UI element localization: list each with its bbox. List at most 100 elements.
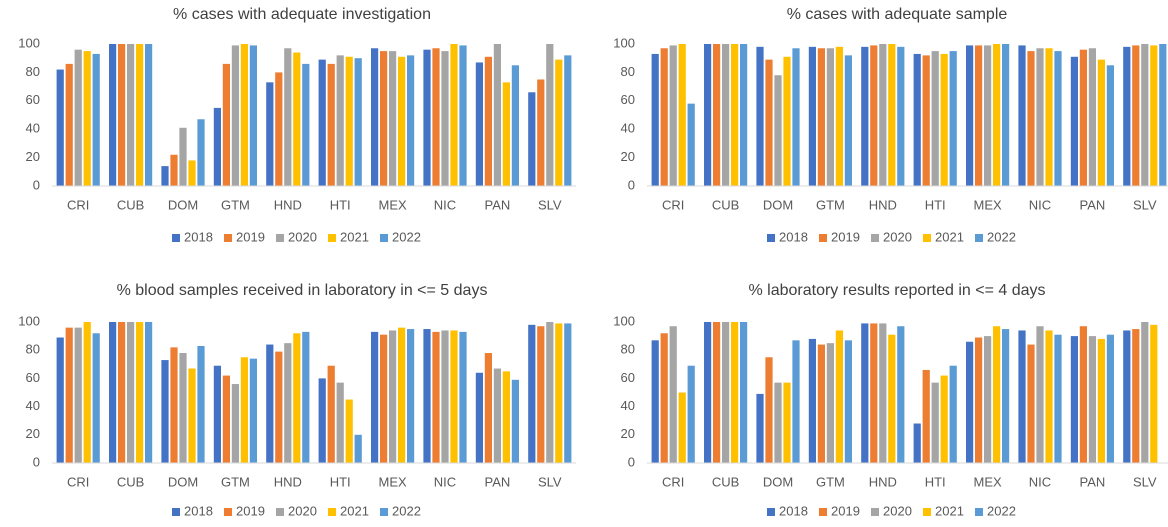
bar [161,360,169,463]
bar [441,51,449,186]
bar [380,51,388,186]
bar [1150,324,1158,463]
bar [922,369,930,463]
bar [327,63,335,186]
bar [564,323,572,463]
bar [678,44,686,186]
bar [774,382,782,463]
bar [1132,45,1140,186]
bar [678,392,686,463]
bar [398,327,406,463]
bar [213,365,221,463]
bar [161,166,169,186]
bar [249,45,257,186]
bar [284,48,292,187]
bar [327,365,335,463]
bar [336,382,344,463]
x-tick-label: HND [274,474,302,489]
bar [792,340,800,463]
bar [835,46,843,187]
x-tick-label: CUB [712,197,739,212]
bar [118,322,126,463]
bar [861,323,869,463]
bar [371,48,379,187]
legend-label: 2022 [392,229,421,244]
bar [704,44,712,186]
x-tick-label: HND [869,197,897,212]
bar [145,322,153,463]
bar [170,347,178,463]
bar [931,382,939,463]
x-tick-label: CRI [662,474,684,489]
bar [844,340,852,463]
bar [704,322,712,463]
bar [897,46,905,187]
bar [145,44,153,186]
bar [423,329,431,463]
legend-swatch [871,234,879,242]
bar [318,59,326,187]
legend-label: 2021 [340,229,369,244]
bar [722,44,730,186]
bar [1132,329,1140,463]
x-tick-label: HND [274,197,302,212]
bar [528,324,536,463]
bar [783,382,791,463]
y-tick-label: 0 [33,177,40,192]
x-tick-label: DOM [763,474,793,489]
bar [922,55,930,186]
bar [783,56,791,186]
legend-label: 2020 [288,229,317,244]
bar [1088,48,1096,187]
bar [722,322,730,463]
legend-swatch [923,234,931,242]
y-tick-label: 80 [26,342,40,357]
y-tick-label: 60 [621,92,635,107]
y-tick-label: 40 [26,121,40,136]
bar [1106,65,1114,186]
y-tick-label: 20 [621,149,635,164]
bar [660,333,668,463]
bar [564,55,572,186]
bar [83,51,91,186]
bar [118,44,126,186]
legend-swatch [767,234,775,242]
x-tick-label: HTI [330,474,351,489]
bar [1045,48,1053,187]
bar [949,365,957,463]
bar [231,45,239,186]
bar [861,46,869,187]
bar [1018,330,1026,463]
x-tick-label: SLV [1133,474,1157,489]
legend-swatch [871,508,879,516]
bar [432,48,440,187]
x-tick-label: MEX [974,474,1003,489]
bar [826,48,834,187]
legend-label: 2020 [883,503,912,518]
legend-label: 2021 [340,503,369,518]
bar [83,322,91,463]
y-tick-label: 100 [18,313,40,328]
legend-swatch [975,508,983,516]
bar [870,323,878,463]
bar [179,353,187,463]
x-tick-label: HTI [925,197,946,212]
bar [555,323,563,463]
bar [318,378,326,463]
y-tick-label: 40 [26,398,40,413]
bar [65,327,73,463]
bar [275,72,283,186]
legend-swatch [276,234,284,242]
legend-label: 2018 [779,229,808,244]
y-tick-label: 40 [621,121,635,136]
bar [197,345,205,463]
bar [949,51,957,186]
y-tick-label: 80 [621,64,635,79]
legend-label: 2020 [288,503,317,518]
bar [1036,326,1044,463]
x-tick-label: CUB [117,474,144,489]
x-tick-label: GTM [221,474,250,489]
bar [537,326,545,463]
x-tick-label: DOM [763,197,793,212]
